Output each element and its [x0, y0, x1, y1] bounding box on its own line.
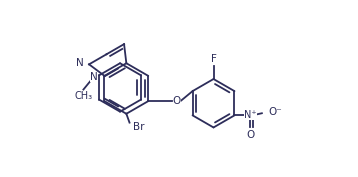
Text: F: F	[211, 54, 217, 64]
Text: O: O	[246, 130, 255, 140]
Text: O⁻: O⁻	[268, 107, 282, 117]
Text: O: O	[173, 96, 181, 106]
Text: N: N	[76, 58, 84, 68]
Text: N: N	[91, 72, 98, 82]
Text: Br: Br	[133, 122, 144, 132]
Text: N⁺: N⁺	[244, 110, 257, 120]
Text: CH₃: CH₃	[74, 91, 92, 101]
